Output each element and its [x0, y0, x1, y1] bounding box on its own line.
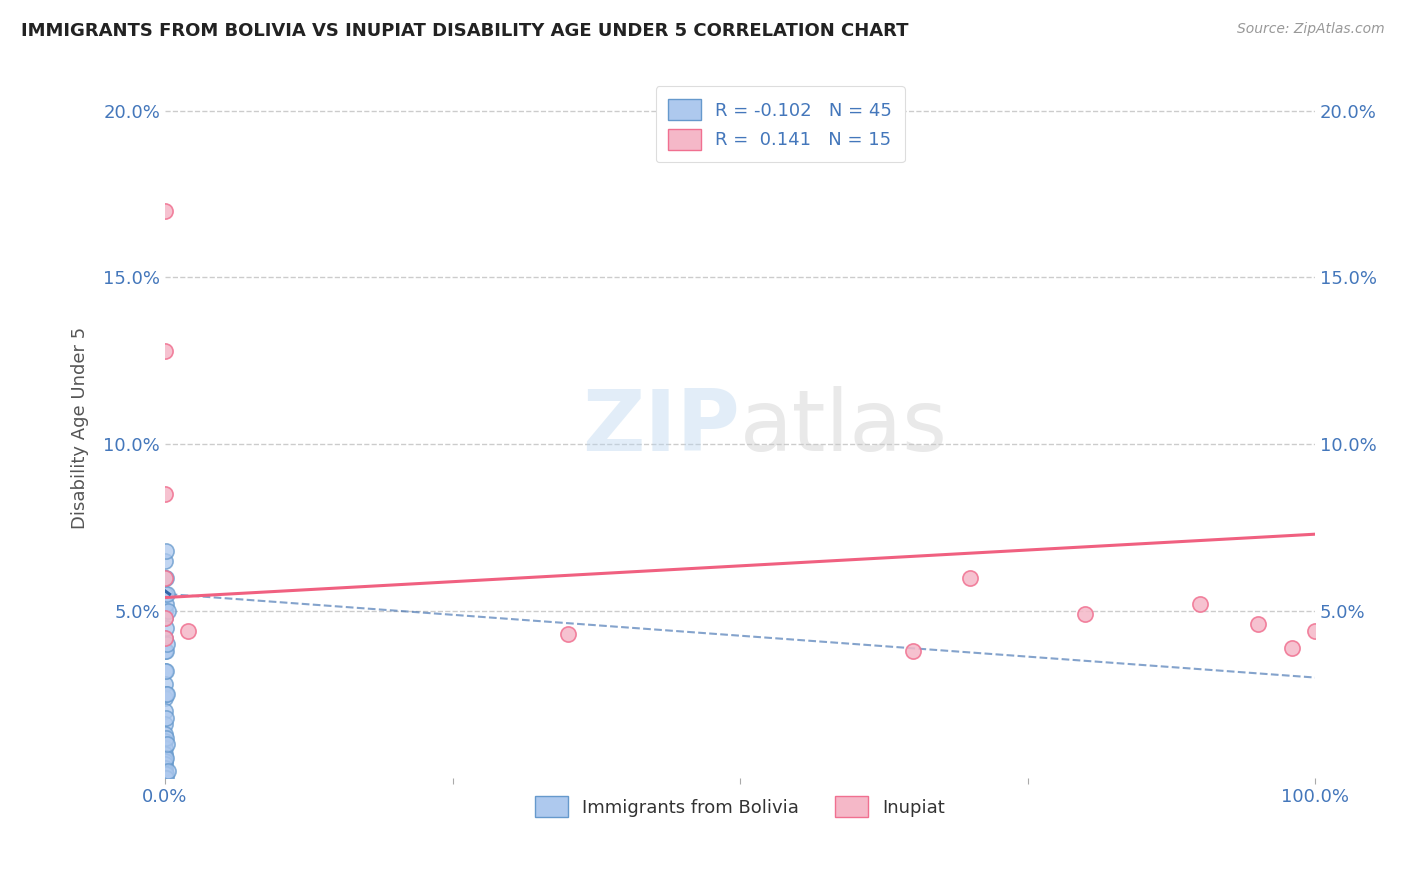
Text: atlas: atlas [740, 386, 948, 469]
Point [153, 747, 176, 762]
Point [153, 754, 176, 768]
Point [153, 587, 176, 601]
Point [177, 624, 200, 638]
Point [155, 687, 177, 701]
Point [153, 631, 176, 645]
Point [153, 664, 176, 678]
Point [153, 764, 176, 778]
Point [155, 544, 177, 558]
Point [153, 704, 176, 718]
Point [155, 644, 177, 658]
Point [155, 710, 177, 724]
Text: IMMIGRANTS FROM BOLIVIA VS INUPIAT DISABILITY AGE UNDER 5 CORRELATION CHART: IMMIGRANTS FROM BOLIVIA VS INUPIAT DISAB… [21, 22, 908, 40]
Point [153, 570, 176, 584]
Point [153, 690, 176, 705]
Point [153, 740, 176, 755]
Point [153, 771, 176, 785]
Point [153, 570, 176, 584]
Point [155, 664, 177, 678]
Point [153, 771, 176, 785]
Point [153, 771, 176, 785]
Point [153, 677, 176, 691]
Point [153, 203, 176, 218]
Point [153, 717, 176, 731]
Point [153, 750, 176, 764]
Point [156, 737, 179, 751]
Point [155, 731, 177, 745]
Point [157, 764, 180, 778]
Point [1246, 617, 1268, 632]
Point [153, 604, 176, 618]
Point [153, 631, 176, 645]
Point [153, 760, 176, 774]
Point [153, 771, 176, 785]
Point [153, 610, 176, 624]
Point [153, 771, 176, 785]
Point [156, 587, 179, 601]
Point [153, 610, 176, 624]
Point [153, 734, 176, 748]
Point [155, 570, 177, 584]
Point [1303, 624, 1326, 638]
Point [155, 771, 177, 785]
Point [156, 637, 179, 651]
Point [155, 621, 177, 635]
Point [153, 767, 176, 781]
Point [153, 487, 176, 501]
Point [157, 604, 180, 618]
Point [155, 750, 177, 764]
Text: Source: ZipAtlas.com: Source: ZipAtlas.com [1237, 22, 1385, 37]
Point [153, 343, 176, 358]
Point [557, 627, 579, 641]
Text: ZIP: ZIP [582, 386, 740, 469]
Point [1074, 607, 1097, 622]
Point [901, 644, 924, 658]
Point [155, 597, 177, 611]
Point [155, 767, 177, 781]
Y-axis label: Disability Age Under 5: Disability Age Under 5 [72, 326, 89, 529]
Point [156, 687, 179, 701]
Point [1189, 597, 1212, 611]
Point [153, 644, 176, 658]
Point [153, 757, 176, 772]
Legend: Immigrants from Bolivia, Inupiat: Immigrants from Bolivia, Inupiat [529, 789, 952, 824]
Point [153, 727, 176, 741]
Point [1281, 640, 1303, 655]
Point [153, 554, 176, 568]
Point [959, 570, 981, 584]
